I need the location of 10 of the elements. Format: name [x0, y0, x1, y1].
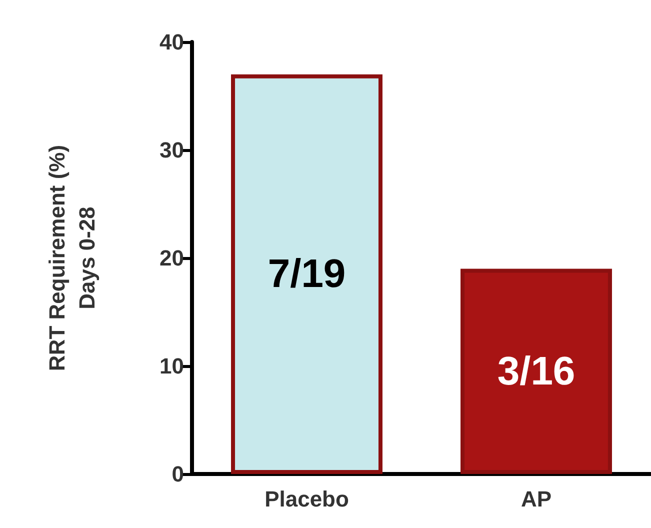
y-axis-title: RRT Requirement (%) Days 0-28: [44, 144, 100, 372]
y-tick-label: 20: [160, 246, 184, 270]
x-tick-label: Placebo: [264, 486, 349, 512]
y-tick-label: 40: [160, 30, 184, 54]
x-tick-label: AP: [520, 486, 552, 512]
y-tick-label: 30: [160, 138, 184, 162]
annotation: 7/19: [268, 252, 346, 296]
y-tick-label: 10: [160, 354, 184, 378]
annotation: 3/16: [497, 349, 576, 394]
y-tick-label: 0: [172, 462, 184, 486]
